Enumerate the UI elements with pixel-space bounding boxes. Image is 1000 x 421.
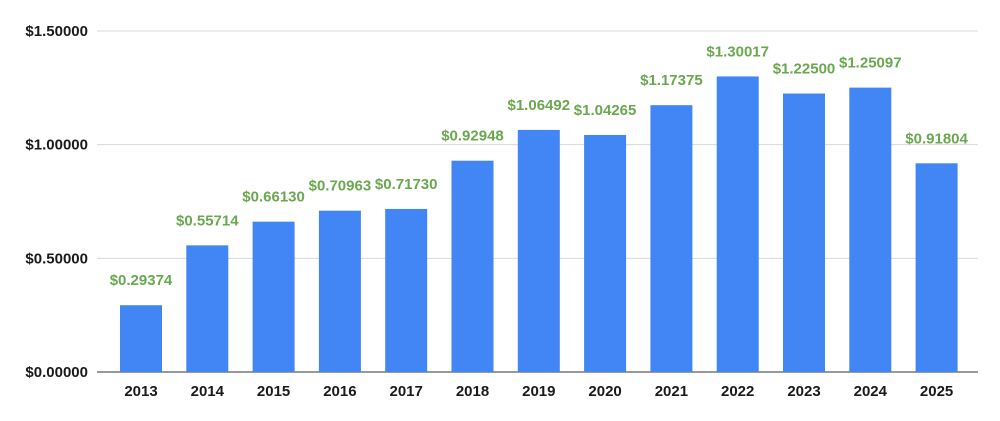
data-label-2025: $0.91804 <box>905 130 968 147</box>
x-axis: 2013 2014 2015 2016 2017 2018 2019 2020 2021 2022… <box>124 383 953 400</box>
x-tick-label-2018: 2018 <box>456 383 489 400</box>
x-tick-label-2015: 2015 <box>257 383 290 400</box>
y-tick-label: $0.50000 <box>25 250 88 267</box>
data-label-2013: $0.29374 <box>110 272 173 289</box>
y-tick-label: $0.00000 <box>25 364 88 381</box>
x-tick-label-2025: 2025 <box>920 383 953 400</box>
bar-2017 <box>385 208 428 372</box>
bar-2016 <box>318 210 361 372</box>
data-label-2019: $1.06492 <box>508 97 571 114</box>
data-label-2020: $1.04265 <box>574 102 637 119</box>
x-tick-label-2019: 2019 <box>522 383 555 400</box>
bar-2025 <box>915 163 958 372</box>
bar-2020 <box>584 134 627 372</box>
data-label-2022: $1.30017 <box>706 43 769 60</box>
x-tick-label-2024: 2024 <box>854 383 888 400</box>
bar-2013 <box>120 305 162 372</box>
y-tick-label: $1.00000 <box>25 137 88 154</box>
data-label-2016: $0.70963 <box>309 178 372 195</box>
bars <box>120 76 958 373</box>
data-label-2023: $1.22500 <box>773 61 836 78</box>
x-tick-label-2020: 2020 <box>588 383 621 400</box>
x-tick-label-2021: 2021 <box>655 383 688 400</box>
bar-2019 <box>517 129 560 372</box>
y-axis: $0.00000 $0.50000 $1.00000 $1.50000 <box>25 23 88 381</box>
x-tick-label-2022: 2022 <box>721 383 754 400</box>
bar-2023 <box>783 93 825 373</box>
data-labels: $0.29374 $0.55714$0.66130$0.70963 $0.71730… <box>110 43 969 289</box>
bar-2024 <box>849 87 892 372</box>
x-tick-label-2014: 2014 <box>191 383 225 400</box>
data-label-2015: $0.66130 <box>242 189 305 206</box>
bar-2015 <box>252 221 295 372</box>
bar-2018 <box>451 160 494 372</box>
bar-2014 <box>186 245 229 372</box>
bar-2021 <box>650 105 693 372</box>
data-label-2018: $0.92948 <box>441 128 504 145</box>
x-tick-label-2023: 2023 <box>787 383 820 400</box>
y-tick-label: $1.50000 <box>25 23 88 40</box>
bar-2022 <box>716 76 759 373</box>
data-label-2021: $1.17375 <box>640 72 703 89</box>
data-label-2024: $1.25097 <box>839 55 902 72</box>
data-label-2017: $0.71730 <box>375 176 438 193</box>
x-tick-label-2016: 2016 <box>323 383 356 400</box>
x-tick-label-2013: 2013 <box>124 383 157 400</box>
x-tick-label-2017: 2017 <box>390 383 423 400</box>
data-label-2014: $0.55714 <box>176 212 239 229</box>
